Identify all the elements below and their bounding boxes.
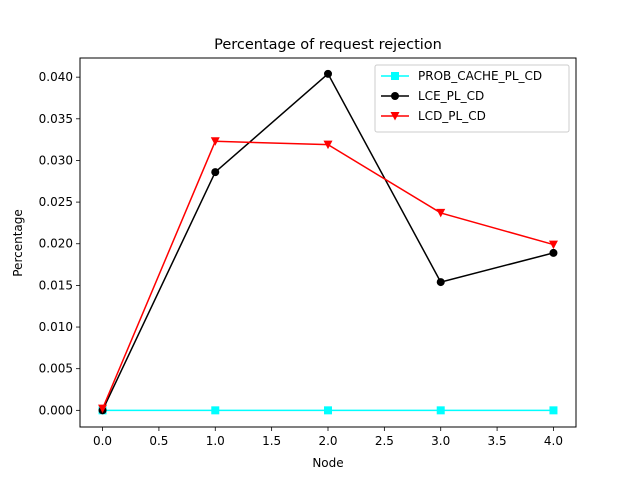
y-tick-label: 0.000 bbox=[39, 403, 73, 417]
data-point-series-3 bbox=[210, 137, 220, 146]
x-tick-label: 3.0 bbox=[431, 434, 450, 448]
data-point-series-3 bbox=[548, 240, 558, 250]
data-point-series-1 bbox=[549, 406, 558, 415]
legend-marker-3 bbox=[390, 112, 400, 121]
data-point-series-1 bbox=[211, 406, 220, 415]
legend-marker-2 bbox=[391, 92, 399, 100]
x-tick-label: 4.0 bbox=[544, 434, 563, 448]
legend: PROB_CACHE_PL_CD LCE_PL_CD LCD_PL_CD bbox=[374, 64, 570, 133]
y-tick-label: 0.040 bbox=[39, 70, 73, 84]
x-tick-label: 3.5 bbox=[488, 434, 507, 448]
plot-area bbox=[98, 69, 558, 415]
data-point-series-1 bbox=[436, 406, 445, 415]
y-tick-label: 0.015 bbox=[39, 278, 73, 292]
x-tick-label: 2.0 bbox=[318, 434, 337, 448]
data-point-series-2 bbox=[324, 69, 332, 78]
data-point-series-3 bbox=[323, 140, 333, 150]
x-tick-label: 0.0 bbox=[93, 434, 112, 448]
data-point-series-2 bbox=[436, 278, 445, 287]
x-tick-label: 1.5 bbox=[262, 434, 281, 448]
chart-title: Percentage of request rejection bbox=[214, 37, 442, 53]
legend-box bbox=[374, 64, 570, 133]
data-point-series-3 bbox=[98, 404, 108, 414]
y-tick-label: 0.030 bbox=[39, 153, 73, 167]
y-tick-label: 0.035 bbox=[39, 112, 73, 126]
legend-label-2: LCE_PL_CD bbox=[418, 89, 484, 103]
axes-frame bbox=[79, 57, 577, 428]
data-point-series-2 bbox=[549, 248, 558, 257]
y-tick-label: 0.020 bbox=[39, 237, 73, 251]
y-tick-label: 0.010 bbox=[39, 320, 73, 334]
data-point-series-2 bbox=[211, 168, 220, 177]
data-point-series-1 bbox=[324, 406, 332, 415]
x-tick-label: 1.0 bbox=[206, 434, 225, 448]
y-tick-label: 0.025 bbox=[39, 195, 73, 209]
legend-label-3: LCD_PL_CD bbox=[418, 109, 486, 123]
x-tick-label: 2.5 bbox=[375, 434, 394, 448]
legend-label-1: PROB_CACHE_PL_CD bbox=[418, 69, 542, 83]
x-axis-label: Node bbox=[312, 456, 343, 470]
legend-marker-1 bbox=[391, 72, 399, 80]
y-tick-label: 0.005 bbox=[39, 362, 73, 376]
x-tick-label: 0.5 bbox=[149, 434, 168, 448]
ticks-group: 0.0 0.5 1.0 1.5 2.0 2.5 3.0 3.5 4.0 0.000 0.005 0.0… bbox=[39, 70, 563, 448]
data-point-series-3 bbox=[436, 208, 446, 218]
y-axis-label: Percentage bbox=[11, 209, 25, 277]
